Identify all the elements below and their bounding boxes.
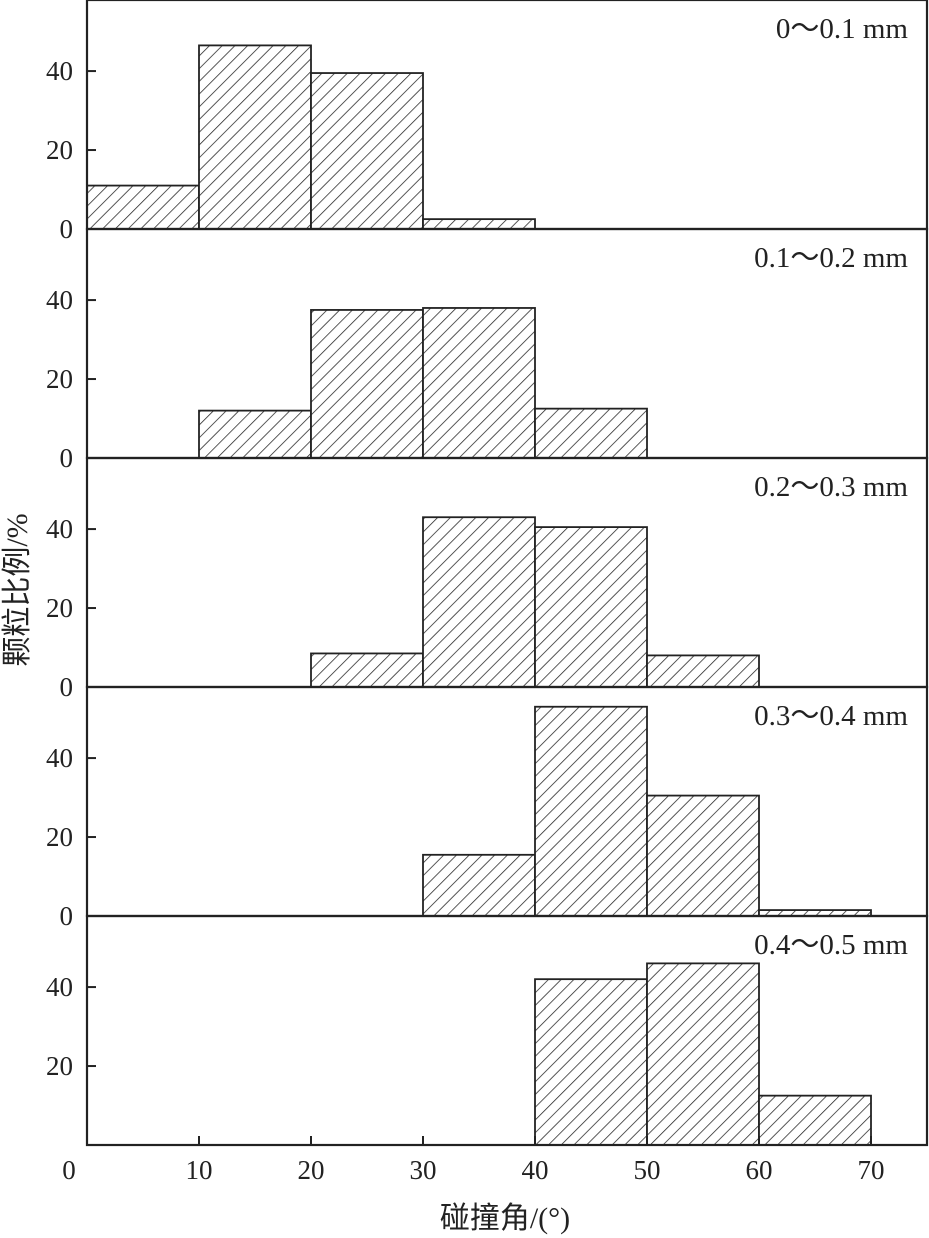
panel-label: 0.3～0.4 mm: [754, 700, 908, 732]
y-tick-label: 20: [46, 593, 73, 623]
histogram-bar: [310, 309, 424, 459]
histogram-bar: [534, 978, 648, 1146]
panels-group: 0 20 40 0～0.1 mm 0 20 40 0.1～0.2 mm 0 20 40 0.2～0.3…: [46, 0, 929, 1147]
chart-panel: 0 20 40 0.1～0.2 mm: [46, 227, 929, 473]
x-tick-label: 0: [62, 1155, 76, 1185]
x-tick-label: 20: [298, 1155, 325, 1185]
chart-panel: 0 20 40 0.3～0.4 mm: [46, 685, 929, 931]
y-tick-label: 20: [46, 1051, 73, 1081]
y-tick-label: 20: [46, 135, 73, 165]
y-tick-label: 20: [46, 822, 73, 852]
y-tick-label: 40: [46, 514, 73, 544]
y-axis-label: 颗粒比例/%: [1, 513, 34, 666]
x-tick-label: 70: [858, 1155, 885, 1185]
y-tick-label: 40: [46, 972, 73, 1002]
histogram-bar: [646, 962, 760, 1146]
histogram-bar: [422, 307, 536, 459]
histogram-bar: [310, 652, 424, 688]
x-tick-label: 30: [410, 1155, 437, 1185]
histogram-bar: [422, 218, 536, 230]
panel-frame: [85, 914, 929, 1147]
chart-panel: 0 20 40 0.2～0.3 mm: [46, 456, 929, 702]
histogram-bar: [534, 407, 648, 459]
histogram-bar: [422, 516, 536, 688]
chart-panel: 0 20 40 0～0.1 mm: [46, 0, 929, 244]
y-tick-label: 40: [46, 56, 73, 86]
x-tick-label: 10: [186, 1155, 213, 1185]
histogram-bar: [86, 184, 200, 230]
y-tick-label: 40: [46, 285, 73, 315]
histogram-bar: [646, 654, 760, 688]
histogram-bar: [422, 853, 536, 917]
panel-label: 0.2～0.3 mm: [754, 471, 908, 503]
x-axis-label: 碰撞角/(°): [440, 1202, 570, 1235]
histogram-bar: [310, 72, 424, 230]
histogram-bar: [198, 44, 312, 230]
y-tick-label: 0: [60, 672, 74, 702]
y-tick-label: 40: [46, 743, 73, 773]
y-tick-label: 20: [46, 364, 73, 394]
y-tick-label: 0: [60, 214, 74, 244]
x-tick-label: 50: [634, 1155, 661, 1185]
histogram-bar: [534, 526, 648, 688]
x-axis: 0 10 20 30 40 50 60 70: [62, 1136, 885, 1185]
histogram-bar: [758, 1094, 872, 1146]
x-tick-label: 40: [522, 1155, 549, 1185]
histogram-bar: [534, 705, 648, 917]
y-tick-label: 0: [60, 901, 74, 931]
panel-label: 0～0.1 mm: [776, 13, 909, 45]
histogram-bar: [198, 409, 312, 459]
chart-panel: 20 40 0.4～0.5 mm: [46, 914, 929, 1147]
y-tick-label: 0: [60, 443, 74, 473]
histogram-bar: [646, 794, 760, 917]
panel-label: 0.1～0.2 mm: [754, 242, 908, 274]
panel-label: 0.4～0.5 mm: [754, 929, 908, 961]
x-tick-label: 60: [746, 1155, 773, 1185]
